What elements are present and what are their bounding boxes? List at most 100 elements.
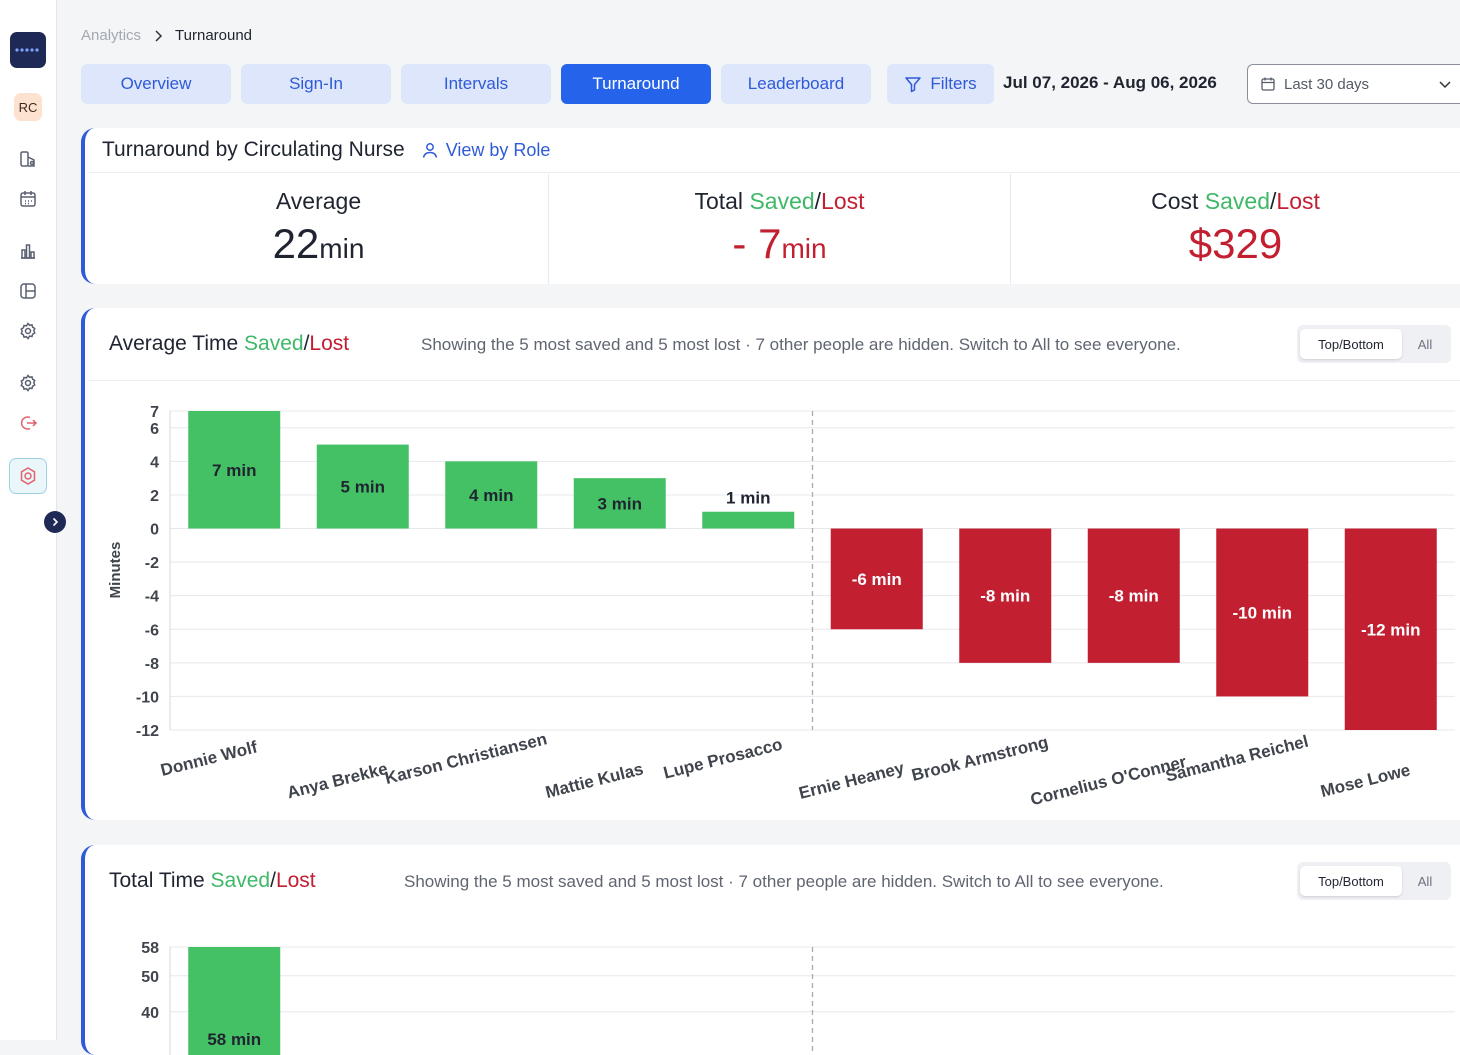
y-tick-label: -12	[136, 723, 159, 740]
x-tick-label: Mattie Kulas	[544, 759, 646, 802]
top-bottom-option[interactable]: Top/Bottom	[1300, 329, 1402, 359]
breadcrumb-parent[interactable]: Analytics	[81, 27, 142, 44]
average-time-chart: 76 4 2 0 -2 -4 -6 -8 -10 -12 Minutes 7 min Donnie Wo…	[107, 404, 1455, 809]
average-unit: min	[319, 233, 365, 264]
data-label: -10 min	[1232, 603, 1292, 622]
x-tick-label: Brook Armstrong	[910, 732, 1051, 784]
total-value: - 7min	[549, 221, 1010, 272]
all-option[interactable]: All	[1417, 873, 1433, 889]
divider	[89, 380, 1460, 381]
x-tick-label: Anya Brekke	[285, 759, 390, 802]
data-label: -12 min	[1361, 620, 1421, 639]
total-time-note: Showing the 5 most saved and 5 most lost…	[404, 872, 1164, 891]
filters-label: Filters	[930, 74, 977, 93]
average-label: Average	[275, 188, 362, 214]
total-label-text: Total	[694, 188, 750, 214]
tab-overview[interactable]: Overview	[81, 64, 231, 104]
gear-icon[interactable]	[18, 321, 38, 341]
bar	[188, 947, 281, 1055]
expand-sidebar-button[interactable]	[44, 511, 66, 533]
logout-icon[interactable]	[18, 413, 38, 433]
breadcrumb: Analytics Turnaround	[81, 27, 252, 44]
tab-intervals[interactable]: Intervals	[401, 64, 551, 104]
tab-bar: Overview Sign-In Intervals Turnaround Le…	[81, 64, 871, 104]
y-tick-label: -8	[145, 656, 159, 673]
filters-button[interactable]: Filters	[887, 64, 994, 104]
tab-leaderboard[interactable]: Leaderboard	[721, 64, 871, 104]
cost-value: $329	[1188, 220, 1283, 267]
all-option[interactable]: All	[1417, 336, 1433, 352]
support-button[interactable]	[9, 458, 47, 494]
total-time-card: Total Time Saved/Lost Showing the 5 most…	[81, 845, 1460, 1055]
date-preset-value: Last 30 days	[1284, 75, 1370, 93]
average-time-title: Average Time Saved/Lost	[109, 332, 349, 356]
cost-label-text: Cost	[1151, 188, 1205, 214]
sidebar: RC	[0, 0, 66, 1040]
summary-title: Turnaround by Circulating Nurse	[102, 138, 405, 161]
title-text: Average Time	[109, 332, 245, 355]
summary-header: Turnaround by Circulating Nurse View by …	[102, 138, 550, 162]
saved-word: Saved	[749, 188, 815, 214]
slash: /	[814, 188, 822, 214]
bar	[573, 478, 666, 529]
x-tick-label: Karson Christiansen	[383, 729, 549, 788]
slash: /	[1270, 188, 1277, 214]
lost-word: Lost	[1276, 188, 1320, 214]
layout-icon[interactable]	[18, 281, 38, 301]
saved-word: Saved	[1204, 188, 1271, 214]
total-number: - 7	[732, 220, 782, 267]
y-tick-label: 58	[141, 940, 159, 957]
avatar[interactable]: RC	[14, 93, 42, 121]
total-unit: min	[781, 233, 827, 264]
lost-word: Lost	[275, 869, 316, 892]
tab-sign-in[interactable]: Sign-In	[241, 64, 391, 104]
data-label: -6 min	[852, 570, 902, 589]
date-preset-select[interactable]: Last 30 days	[1247, 64, 1460, 104]
total-view-toggle: Top/Bottom All	[1297, 862, 1451, 900]
bar-chart-icon[interactable]	[18, 241, 38, 261]
x-tick-label: Lupe Prosacco	[661, 735, 784, 783]
lost-word: Lost	[821, 188, 865, 214]
calendar-icon[interactable]	[18, 189, 38, 209]
data-label: 7 min	[212, 461, 256, 480]
x-tick-label: Samantha Reichel	[1164, 732, 1311, 786]
data-label: 1 min	[726, 489, 770, 508]
view-by-role-link[interactable]: View by Role	[421, 140, 550, 161]
average-time-note: Showing the 5 most saved and 5 most lost…	[421, 335, 1181, 354]
calendar-icon	[1261, 77, 1275, 91]
app-logo[interactable]	[10, 32, 46, 68]
y-tick-label: -4	[145, 589, 159, 606]
bar	[959, 528, 1052, 663]
lost-word: Lost	[309, 332, 350, 355]
average-number: 22	[272, 220, 320, 267]
data-label: -8 min	[980, 587, 1030, 606]
y-tick-label: -6	[145, 622, 159, 639]
bar	[445, 461, 538, 529]
x-tick-label: Donnie Wolf	[159, 737, 260, 779]
storefront-icon[interactable]	[18, 149, 38, 169]
slash: /	[270, 869, 276, 892]
average-time-card: Average Time Saved/Lost Showing the 5 mo…	[81, 308, 1460, 820]
average-view-toggle: Top/Bottom All	[1297, 325, 1451, 363]
y-tick-label: 6	[150, 421, 159, 438]
total-time-title: Total Time Saved/Lost	[109, 869, 316, 893]
top-bottom-option[interactable]: Top/Bottom	[1300, 866, 1402, 896]
tab-turnaround[interactable]: Turnaround	[561, 64, 711, 104]
user-icon	[422, 143, 437, 158]
data-label: 3 min	[598, 494, 642, 513]
x-tick-label: Ernie Heaney	[797, 758, 907, 803]
date-range-text: Jul 07, 2026 - Aug 06, 2026	[1003, 73, 1217, 92]
breadcrumb-current: Turnaround	[175, 27, 253, 44]
saved-word: Saved	[244, 332, 304, 355]
support-icon	[20, 467, 36, 485]
settings-icon[interactable]	[18, 373, 38, 393]
total-label: Total Saved/Lost	[549, 188, 1010, 215]
divider	[89, 172, 1460, 173]
slash: /	[303, 332, 310, 355]
cost-stat: Cost Saved/Lost $329	[1010, 174, 1460, 284]
y-tick-label: 40	[141, 1005, 159, 1022]
title-text: Total Time	[109, 869, 211, 892]
y-tick-label: -10	[136, 689, 159, 706]
chevron-right-icon	[155, 29, 163, 42]
